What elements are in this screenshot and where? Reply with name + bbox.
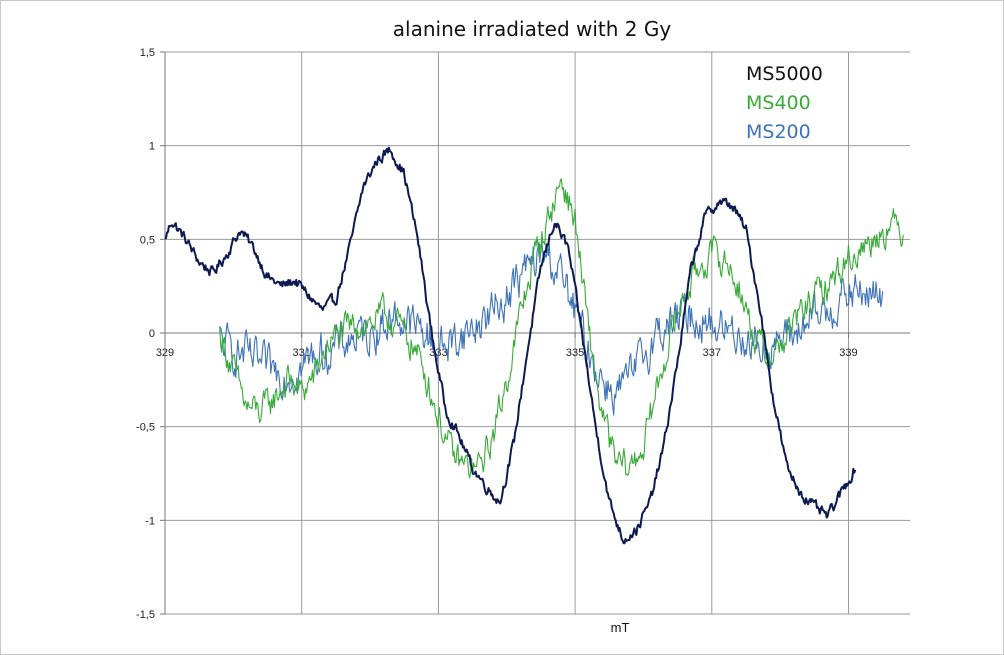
- legend-entry-ms200: MS200: [746, 121, 811, 143]
- x-tick-label: 339: [839, 347, 857, 359]
- chart-title: alanine irradiated with 2 Gy: [393, 17, 672, 41]
- legend-entry-ms400: MS400: [746, 92, 811, 114]
- legend-entry-ms5000: MS5000: [746, 63, 823, 85]
- series-layer: [164, 146, 904, 545]
- x-tick-label: 337: [703, 347, 721, 359]
- series-line-ms400: [219, 178, 904, 479]
- series-line-ms200: [219, 241, 884, 416]
- y-tick-label: 1: [149, 141, 155, 153]
- series-line-ms5000: [164, 146, 857, 545]
- y-tick-label: -1,5: [136, 609, 155, 621]
- y-tick-label: -0,5: [136, 422, 155, 434]
- y-tick-label: -1: [145, 515, 155, 527]
- x-tick-label: 333: [429, 347, 447, 359]
- y-tick-label: 0: [149, 328, 155, 340]
- y-tick-label: 0,5: [140, 234, 155, 246]
- x-axis-label: mT: [611, 620, 630, 635]
- x-tick-label: 335: [566, 347, 584, 359]
- legend: MS5000 MS400 MS200: [746, 63, 823, 143]
- y-tick-label: 1,5: [140, 47, 155, 59]
